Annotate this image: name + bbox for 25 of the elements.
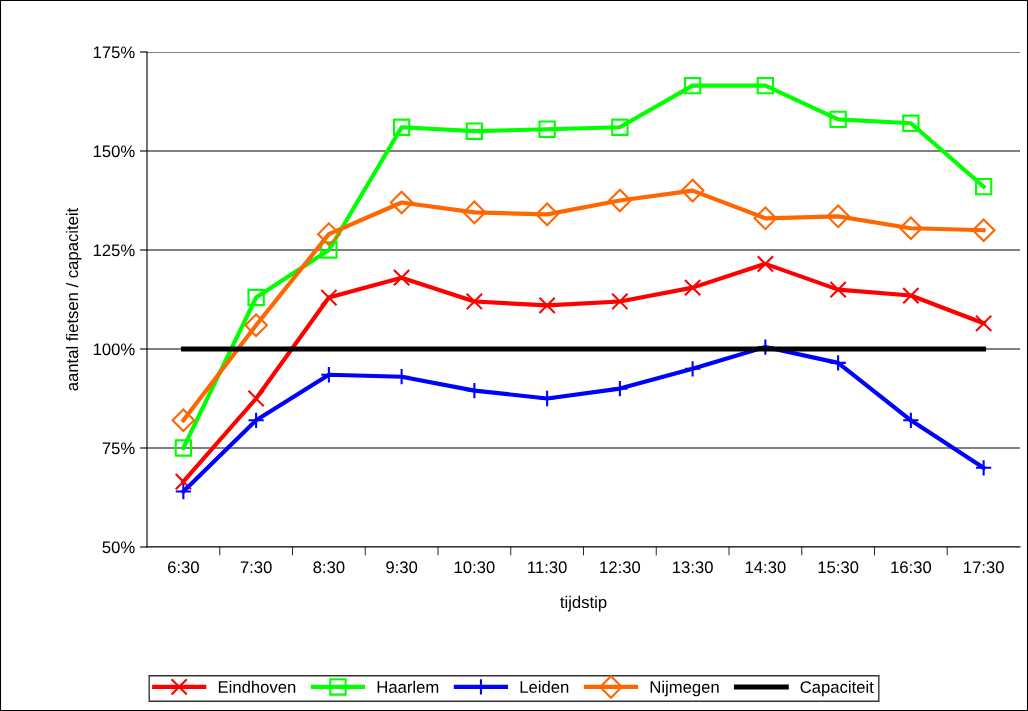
legend-label: Leiden	[520, 680, 569, 693]
x-tick-label: 12:30	[600, 561, 641, 574]
x-tick-label: 14:30	[745, 561, 786, 574]
x-tick-label: 13:30	[673, 561, 713, 574]
y-tick-label: 100%	[93, 343, 135, 356]
x-axis-title: tijdstip	[560, 595, 607, 612]
y-tick-label: 75%	[102, 442, 135, 455]
x-tick-label: 7:30	[240, 561, 272, 574]
x-tick-label: 16:30	[891, 561, 932, 574]
x-tick-label: 10:30	[454, 561, 495, 574]
x-tick-label: 9:30	[386, 561, 418, 574]
x-tick-label: 8:30	[313, 561, 345, 574]
legend-label: Nijmegen	[650, 680, 719, 697]
x-tick-label: 11:30	[528, 561, 567, 574]
y-tick-label: 175%	[93, 46, 135, 59]
x-tick-label: 15:30	[818, 561, 859, 574]
x-tick-label: 6:30	[168, 561, 199, 574]
y-tick-label: 50%	[102, 541, 135, 554]
legend-label: Haarlem	[377, 680, 439, 693]
y-tick-label: 125%	[93, 244, 135, 257]
y-tick-label: 150%	[93, 145, 135, 158]
legend-label: Capaciteit	[800, 680, 874, 697]
legend-label: Eindhoven	[218, 680, 296, 693]
x-tick-label: 17:30	[964, 561, 1004, 574]
y-axis-title: aantal fietsen / capaciteit	[65, 207, 82, 391]
